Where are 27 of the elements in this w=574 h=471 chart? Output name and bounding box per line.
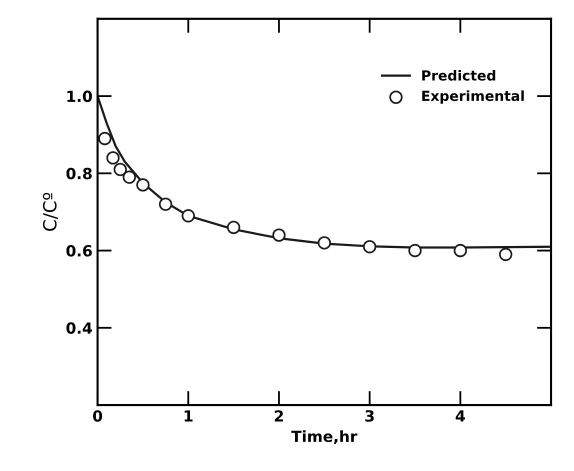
x-tick-label: 4 <box>456 410 465 422</box>
point <box>499 248 512 262</box>
point <box>272 228 286 242</box>
y-axis-title: C/Cº <box>42 192 58 231</box>
y-tick-label: 0.4 <box>66 322 92 334</box>
point <box>226 220 240 234</box>
point <box>122 170 136 184</box>
point <box>454 244 467 258</box>
point <box>408 244 422 258</box>
point <box>114 162 127 176</box>
legend-label: Experimental <box>422 90 524 104</box>
x-tick-label: 1 <box>184 410 193 422</box>
point <box>136 178 150 192</box>
point <box>158 198 172 211</box>
x-axis-title: Time,hr <box>291 430 358 444</box>
y-tick-label: 1.0 <box>67 90 92 102</box>
legend-label: Predicted <box>422 70 496 81</box>
point <box>98 132 112 146</box>
y-tick-label: 0.8 <box>66 168 92 180</box>
x-tick-label: 0 <box>92 410 102 422</box>
point <box>182 209 195 222</box>
y-tick-label: 0.6 <box>66 245 92 257</box>
x-tick-label: 2 <box>274 410 283 422</box>
point <box>363 240 376 254</box>
point <box>106 151 120 165</box>
x-tick-label: 3 <box>365 410 374 422</box>
point <box>318 236 331 250</box>
